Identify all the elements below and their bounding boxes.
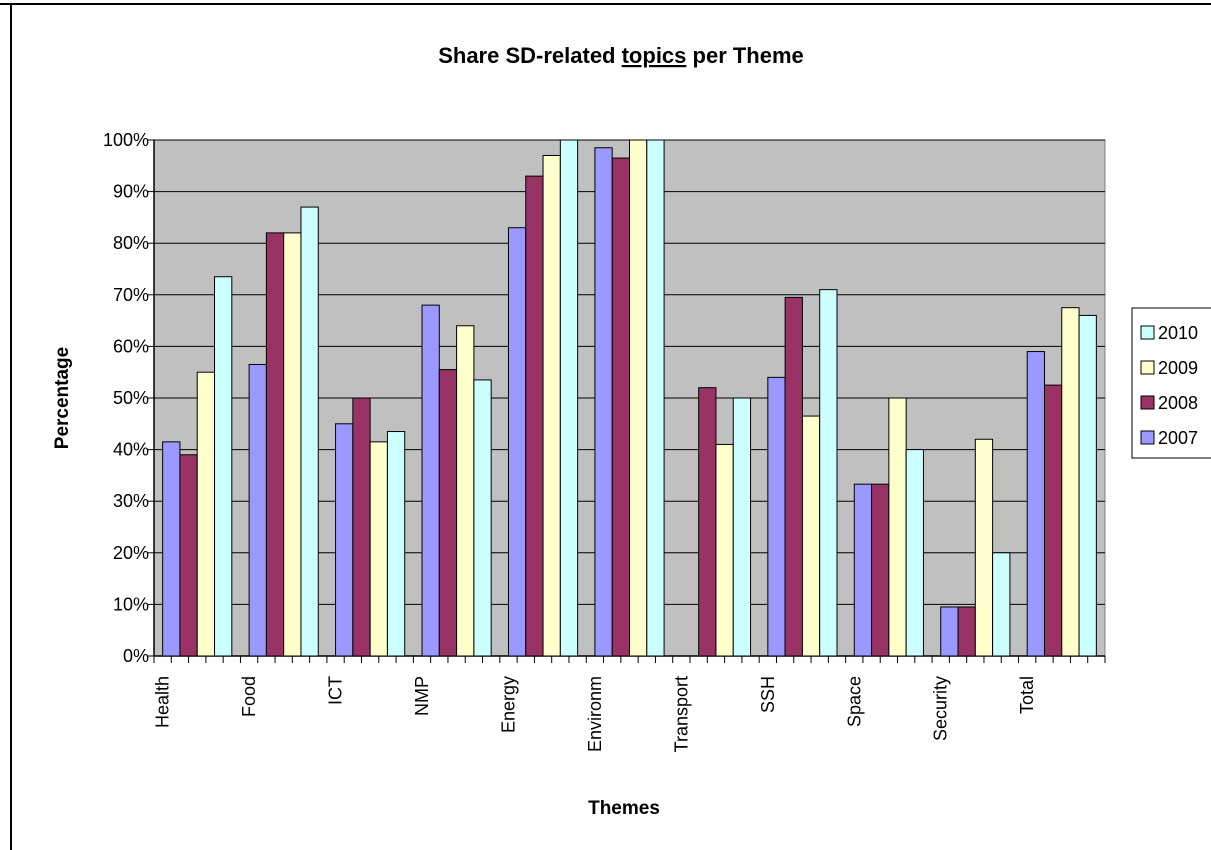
legend-label-2008: 2008 xyxy=(1158,393,1198,413)
y-tick-label: 100% xyxy=(103,130,149,150)
bar-2009-ict xyxy=(369,441,388,657)
chart-title: Share SD-related topics per Theme xyxy=(438,43,804,68)
x-category-label: Health xyxy=(153,676,173,728)
legend-label-2007: 2007 xyxy=(1158,428,1198,448)
bar-2010-food xyxy=(300,206,319,657)
y-tick-label: 0% xyxy=(123,646,149,666)
bar-2010-energy xyxy=(559,139,579,657)
bar-2007-health xyxy=(162,441,181,657)
x-axis-title: Themes xyxy=(588,798,660,819)
y-tick-label: 40% xyxy=(113,440,149,460)
bar-2007-total xyxy=(1026,351,1045,657)
bar-2009-energy xyxy=(542,154,561,657)
bar-2007-ssh xyxy=(767,376,786,657)
bar-2007-space xyxy=(853,483,873,657)
legend-swatch-2010 xyxy=(1140,325,1155,340)
y-tick-label: 70% xyxy=(113,285,149,305)
bar-2009-nmp xyxy=(456,325,475,657)
y-axis-title: Percentage xyxy=(52,347,73,449)
y-tick-label: 20% xyxy=(113,543,149,563)
bar-2010-space xyxy=(905,449,924,657)
plot-area: 0% 10% 20% 30% 40% 50% 60% 70% 80% 90% 100% Health F… xyxy=(103,130,1106,752)
bar-2007-security xyxy=(940,606,959,657)
bar-2009-ssh xyxy=(801,415,821,657)
legend-swatch-2007 xyxy=(1140,430,1155,445)
x-category-label: Environm xyxy=(585,676,605,752)
bar-2007-ict xyxy=(335,423,354,657)
bar-2008-health xyxy=(179,454,198,657)
legend-label-2009: 2009 xyxy=(1158,358,1198,378)
bar-2008-space xyxy=(871,483,890,657)
bar-2008-ssh xyxy=(784,296,803,657)
bar-2009-environm xyxy=(629,139,648,657)
legend-label-2010: 2010 xyxy=(1158,323,1198,343)
bar-2008-nmp xyxy=(438,369,458,657)
x-category-label: NMP xyxy=(412,676,432,716)
y-tick-label: 90% xyxy=(113,182,149,202)
bar-2010-nmp xyxy=(473,379,492,657)
bar-2008-security xyxy=(957,606,976,657)
x-category-label: Transport xyxy=(671,676,691,752)
bar-2008-energy xyxy=(525,175,544,657)
x-category-label: Total xyxy=(1017,676,1037,714)
bar-2009-health xyxy=(196,371,216,657)
x-category-label: Security xyxy=(931,676,951,741)
bar-2010-health xyxy=(214,276,233,657)
x-category-label: Food xyxy=(239,676,259,717)
y-tick-label: 60% xyxy=(113,336,149,356)
bar-2007-food xyxy=(248,363,267,657)
x-category-label: SSH xyxy=(758,676,778,713)
bar-2010-security xyxy=(992,552,1011,657)
bar-2008-ict xyxy=(352,397,371,657)
bar-2010-ssh xyxy=(819,289,838,657)
legend-swatch-2009 xyxy=(1140,360,1155,375)
bar-2010-ict xyxy=(386,431,406,657)
legend: 2010 2009 2008 2007 xyxy=(1131,307,1211,459)
x-category-label: ICT xyxy=(326,676,346,705)
bar-2008-food xyxy=(265,232,285,657)
bar-2010-total xyxy=(1078,314,1097,657)
bar-2009-security xyxy=(974,438,994,657)
bar-2009-total xyxy=(1061,307,1080,657)
y-tick-label: 30% xyxy=(113,491,149,511)
bar-2007-nmp xyxy=(421,304,440,657)
bar-2007-environm xyxy=(594,147,613,657)
y-tick-label: 10% xyxy=(113,594,149,614)
x-category-label: Space xyxy=(844,676,864,727)
bar-2009-space xyxy=(888,397,907,657)
bar-2008-environm xyxy=(611,157,631,657)
bar-2009-food xyxy=(283,232,302,657)
bar-2008-transport xyxy=(698,387,717,657)
y-tick-label: 50% xyxy=(113,388,149,408)
bar-2009-transport xyxy=(715,443,734,657)
bar-2010-environm xyxy=(646,139,665,657)
bar-2008-total xyxy=(1043,384,1063,657)
legend-swatch-2008 xyxy=(1140,395,1155,410)
bar-2010-transport xyxy=(732,397,752,657)
bar-2007-energy xyxy=(507,227,527,657)
y-tick-label: 80% xyxy=(113,233,149,253)
x-category-label: Energy xyxy=(498,676,518,733)
